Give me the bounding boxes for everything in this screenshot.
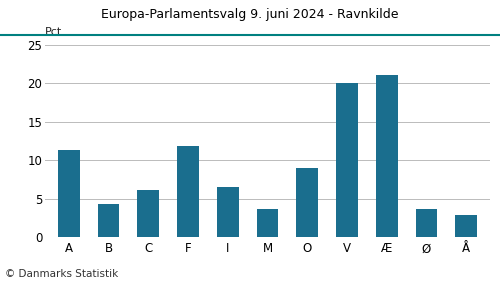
Text: Pct.: Pct.	[45, 27, 66, 38]
Text: © Danmarks Statistik: © Danmarks Statistik	[5, 269, 118, 279]
Bar	[455, 215, 477, 237]
Bar	[138, 190, 159, 237]
Bar	[376, 75, 398, 237]
Bar	[177, 146, 199, 237]
Bar	[256, 209, 278, 237]
Bar	[296, 168, 318, 237]
Bar	[98, 204, 120, 237]
Bar	[58, 150, 80, 237]
Text: Europa-Parlamentsvalg 9. juni 2024 - Ravnkilde: Europa-Parlamentsvalg 9. juni 2024 - Rav…	[101, 8, 399, 21]
Bar	[336, 83, 358, 237]
Bar	[416, 209, 438, 237]
Bar	[217, 187, 238, 237]
